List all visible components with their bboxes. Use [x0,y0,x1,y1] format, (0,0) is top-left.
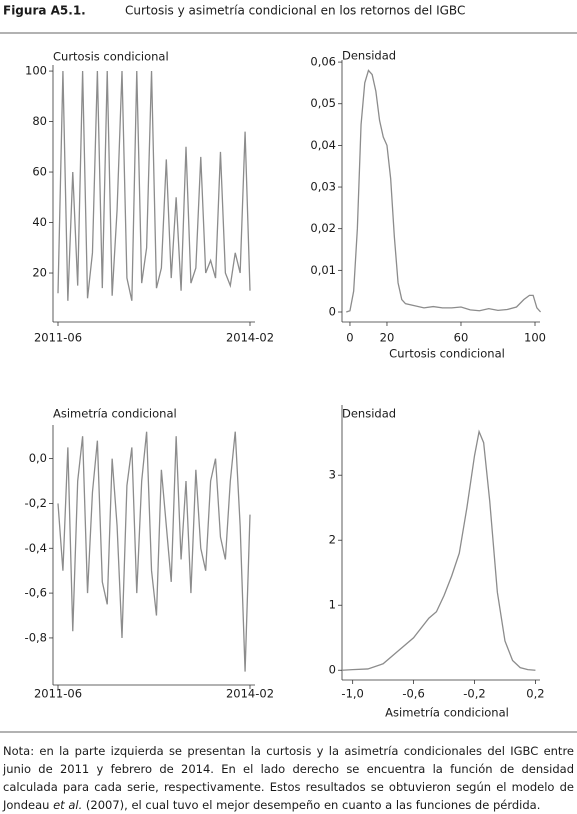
y-tick-label: 60 [32,165,47,179]
x-tick-label: -0,2 [463,687,485,701]
y-tick-label: 0,05 [310,96,336,110]
x-tick-label: 2011-06 [34,687,82,701]
y-tick-label: -0,2 [25,496,47,510]
y-tick-label: 0,02 [310,221,336,235]
y-tick-label: -0,8 [25,630,47,644]
y-tick-label: 20 [32,266,47,280]
y-tick-label: 3 [329,468,336,482]
figure-label: Figura A5.1. [3,4,86,18]
x-tick-label: 100 [524,331,546,345]
y-tick-label: 0,01 [310,263,336,277]
chart-title: Curtosis condicional [53,50,169,64]
figure: Figura A5.1. Curtosis y asimetría condic… [0,4,577,733]
x-tick-label: 0 [346,331,353,345]
note-text: (2007), el cual tuvo el mejor desempeño … [82,798,541,812]
x-tick-label: 60 [454,331,469,345]
x-tick-label: 2014-02 [226,687,274,701]
x-tick-label: 0,2 [526,687,544,701]
series-line [57,431,251,672]
x-tick-label: 20 [380,331,395,345]
y-tick-label: 0 [329,663,336,677]
y-tick-label: 2 [329,533,336,547]
x-tick-label: 2011-06 [34,331,82,345]
y-tick-label: 0,03 [310,180,336,194]
figure-title: Curtosis y asimetría condicional en los … [125,4,465,18]
x-tick-label: 2014-02 [226,331,274,345]
chart-title: Densidad [342,49,396,63]
note-italic: et al. [53,798,83,812]
y-tick-label: 0,06 [310,55,336,69]
series-line [346,69,542,313]
y-tick-label: 0 [329,305,336,319]
chart-title: Asimetría condicional [53,407,177,421]
y-tick-label: 80 [32,114,47,128]
chart-title: Densidad [342,407,396,421]
note: Nota: en la parte izquierda se presentan… [3,742,574,814]
x-axis-label: Asimetría condicional [385,706,509,720]
series-line [341,429,536,671]
y-tick-label: 40 [32,215,47,229]
y-tick-label: 0,0 [29,451,47,465]
y-tick-label: 1 [329,598,336,612]
series-line [57,71,251,301]
x-axis-label: Curtosis condicional [389,347,505,361]
x-tick-label: -0,6 [402,687,424,701]
y-tick-label: 100 [25,64,47,78]
y-tick-label: 0,04 [310,138,336,152]
note-text: Nota: en la parte izquierda se presentan… [3,744,574,812]
y-tick-label: -0,6 [25,586,47,600]
y-tick-label: -0,4 [25,541,47,555]
x-tick-label: -1,0 [341,687,363,701]
